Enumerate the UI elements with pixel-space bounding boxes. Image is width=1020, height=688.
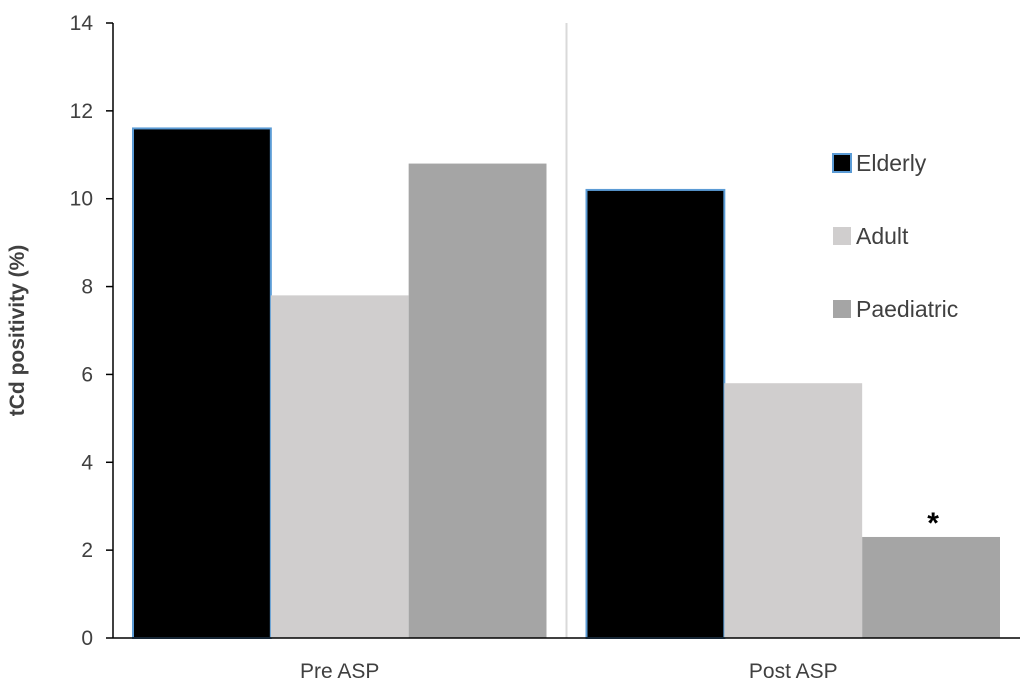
bar-adult-post-asp	[724, 383, 863, 638]
bar-elderly-post-asp	[585, 188, 726, 640]
legend-swatch-elderly	[832, 153, 852, 173]
bar-paediatric-pre-asp	[408, 163, 547, 639]
y-tick-label-12: 12	[70, 100, 93, 123]
annotations: *	[927, 507, 939, 540]
bar-adult-pre-asp	[270, 295, 409, 638]
y-tick-label-2: 2	[81, 539, 93, 562]
bar-paediatric-post-asp	[862, 536, 1000, 638]
legend-swatch-paediatric	[833, 300, 851, 318]
plot-area: 0 2 4 6 8 10 12 14 Pre ASP Post ASP *	[70, 12, 1020, 683]
y-axis: 0 2 4 6 8 10 12 14	[70, 12, 114, 650]
bars	[132, 127, 1000, 640]
x-axis: Pre ASP Post ASP	[113, 637, 1020, 683]
y-tick-label-0: 0	[81, 627, 93, 650]
y-tick-label-14: 14	[70, 12, 94, 35]
legend-label-elderly: Elderly	[856, 150, 927, 176]
legend-label-paediatric: Paediatric	[856, 296, 958, 322]
x-category-label-pre-asp: Pre ASP	[300, 660, 379, 683]
legend: Elderly Adult Paediatric	[832, 150, 958, 322]
significance-marker: *	[927, 507, 939, 540]
y-axis-label: tCd positivity (%)	[6, 245, 29, 417]
y-tick-label-4: 4	[81, 451, 93, 474]
legend-swatch-adult	[833, 227, 851, 245]
legend-label-adult: Adult	[856, 223, 909, 249]
y-tick-label-8: 8	[81, 276, 93, 299]
y-tick-label-6: 6	[81, 363, 93, 386]
y-tick-label-10: 10	[70, 188, 93, 211]
x-category-label-post-asp: Post ASP	[749, 660, 838, 683]
bar-elderly-pre-asp	[132, 127, 272, 640]
